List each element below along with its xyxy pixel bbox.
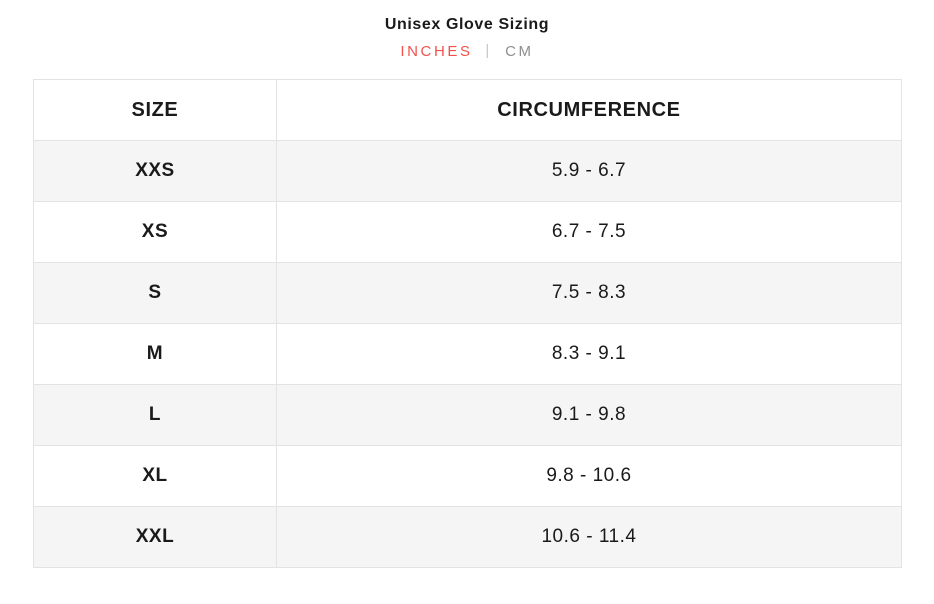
- size-cell: XS: [32, 201, 278, 263]
- unit-option-cm[interactable]: CM: [505, 43, 534, 60]
- circumference-cell: 7.5 - 8.3: [276, 262, 902, 324]
- size-cell: XL: [32, 445, 278, 507]
- size-cell: S: [32, 262, 278, 324]
- sizing-table: SIZE CIRCUMFERENCE XXS 5.9 - 6.7 XS 6.7 - 7…: [32, 79, 902, 568]
- size-cell: M: [32, 323, 278, 385]
- table-row: XXS 5.9 - 6.7: [32, 140, 902, 202]
- circumference-cell: 6.7 - 7.5: [276, 201, 902, 263]
- unit-separator: |: [485, 42, 490, 59]
- circumference-cell: 9.1 - 9.8: [276, 384, 902, 446]
- page-title: Unisex Glove Sizing: [384, 16, 550, 33]
- table-header-row: SIZE CIRCUMFERENCE: [32, 79, 902, 141]
- table-row: S 7.5 - 8.3: [32, 262, 902, 324]
- circumference-cell: 10.6 - 11.4: [276, 506, 902, 568]
- unit-option-inches[interactable]: INCHES: [400, 43, 473, 60]
- circumference-cell: 8.3 - 9.1: [276, 323, 902, 385]
- unit-toggle: INCHES | CM: [0, 42, 934, 61]
- circumference-cell: 5.9 - 6.7: [276, 140, 902, 202]
- size-cell: XXS: [32, 140, 278, 202]
- table-row: XL 9.8 - 10.6: [32, 445, 902, 507]
- column-header-circumference: CIRCUMFERENCE: [276, 79, 902, 141]
- table-row: XS 6.7 - 7.5: [32, 201, 902, 263]
- table-row: L 9.1 - 9.8: [32, 384, 902, 446]
- size-cell: L: [32, 384, 278, 446]
- table-row: M 8.3 - 9.1: [32, 323, 902, 385]
- table-row: XXL 10.6 - 11.4: [32, 506, 902, 568]
- column-header-size: SIZE: [32, 79, 278, 141]
- size-cell: XXL: [32, 506, 278, 568]
- circumference-cell: 9.8 - 10.6: [276, 445, 902, 507]
